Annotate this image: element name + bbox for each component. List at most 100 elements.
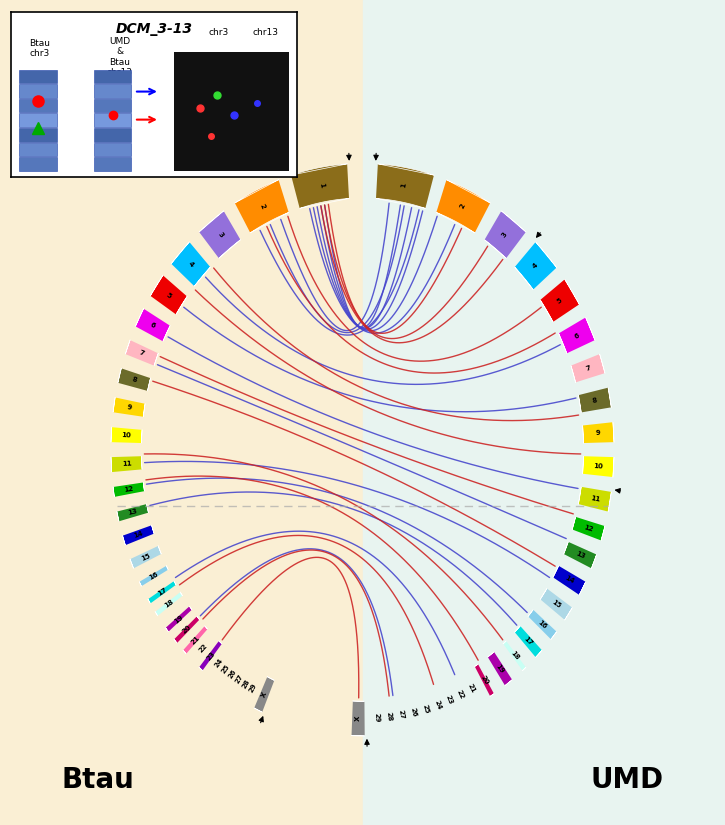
Polygon shape xyxy=(136,309,170,342)
Polygon shape xyxy=(254,676,274,712)
Polygon shape xyxy=(503,641,526,671)
Text: 28: 28 xyxy=(241,678,251,690)
Polygon shape xyxy=(572,517,605,540)
Polygon shape xyxy=(540,588,572,620)
Polygon shape xyxy=(123,526,154,545)
Text: 27: 27 xyxy=(234,673,244,685)
Polygon shape xyxy=(475,664,494,696)
Text: 6: 6 xyxy=(573,332,580,340)
Polygon shape xyxy=(444,684,455,716)
Text: 11: 11 xyxy=(122,460,131,467)
Polygon shape xyxy=(193,635,213,661)
Text: 16: 16 xyxy=(148,571,160,581)
Text: 6: 6 xyxy=(149,322,157,329)
Text: 14: 14 xyxy=(563,575,575,585)
Polygon shape xyxy=(223,659,241,688)
Bar xyxy=(20,69,57,83)
Polygon shape xyxy=(291,164,349,209)
Text: 18: 18 xyxy=(509,650,520,662)
Text: 22: 22 xyxy=(456,689,465,700)
Text: 23: 23 xyxy=(205,650,216,662)
Text: 2: 2 xyxy=(459,202,466,210)
Text: 17: 17 xyxy=(157,587,167,597)
Text: 20: 20 xyxy=(479,675,489,686)
Text: UMD
&
Btau
chr13: UMD & Btau chr13 xyxy=(107,37,133,77)
Text: Btau
chr3: Btau chr3 xyxy=(29,39,50,59)
Text: 15: 15 xyxy=(140,552,152,562)
Text: 10: 10 xyxy=(122,432,131,439)
Bar xyxy=(20,128,57,142)
Polygon shape xyxy=(111,456,142,472)
Text: DCM_3-13: DCM_3-13 xyxy=(115,22,193,35)
Bar xyxy=(20,158,57,171)
Text: 21: 21 xyxy=(467,682,476,694)
Text: 24: 24 xyxy=(213,658,224,669)
Text: 29: 29 xyxy=(249,682,258,694)
Text: UMD: UMD xyxy=(591,766,663,794)
Polygon shape xyxy=(399,698,404,732)
Polygon shape xyxy=(171,242,210,286)
Text: 13: 13 xyxy=(574,550,586,559)
Polygon shape xyxy=(376,164,434,209)
Polygon shape xyxy=(117,504,149,521)
Bar xyxy=(94,128,131,142)
Text: 19: 19 xyxy=(173,614,184,625)
Polygon shape xyxy=(559,318,595,353)
Text: 27: 27 xyxy=(398,710,405,720)
Polygon shape xyxy=(436,180,490,233)
Bar xyxy=(174,52,289,171)
Polygon shape xyxy=(579,487,611,512)
Polygon shape xyxy=(210,649,228,676)
Bar xyxy=(20,143,57,156)
Polygon shape xyxy=(165,606,192,632)
Text: Btau: Btau xyxy=(62,766,134,794)
Text: 23: 23 xyxy=(444,695,454,705)
Text: 13: 13 xyxy=(128,508,138,516)
Polygon shape xyxy=(515,242,557,290)
Text: 4: 4 xyxy=(531,262,539,270)
Text: 7: 7 xyxy=(138,350,145,357)
Polygon shape xyxy=(388,700,391,734)
Text: 9: 9 xyxy=(596,430,601,436)
Polygon shape xyxy=(111,427,142,443)
Bar xyxy=(20,114,57,127)
Text: 24: 24 xyxy=(433,699,442,710)
Text: chr3: chr3 xyxy=(208,28,228,36)
Bar xyxy=(0,0,362,825)
Bar xyxy=(94,99,131,112)
Text: 5: 5 xyxy=(556,297,563,305)
Polygon shape xyxy=(125,340,158,365)
Polygon shape xyxy=(231,664,247,694)
Polygon shape xyxy=(484,211,526,258)
Bar xyxy=(94,143,131,156)
Polygon shape xyxy=(376,700,378,735)
Text: 12: 12 xyxy=(123,486,134,493)
Polygon shape xyxy=(465,673,479,704)
Text: 14: 14 xyxy=(133,530,144,540)
Text: 25: 25 xyxy=(421,704,430,714)
Text: 9: 9 xyxy=(126,404,132,411)
Polygon shape xyxy=(571,354,605,382)
Text: 12: 12 xyxy=(583,524,594,532)
Polygon shape xyxy=(488,652,512,686)
Polygon shape xyxy=(553,566,586,595)
Text: 1: 1 xyxy=(318,182,325,187)
Text: 3: 3 xyxy=(501,231,509,238)
Polygon shape xyxy=(564,542,597,568)
Bar xyxy=(94,84,131,97)
Text: 8: 8 xyxy=(131,376,137,384)
Text: X: X xyxy=(355,716,362,721)
Bar xyxy=(94,114,131,127)
Text: 7: 7 xyxy=(584,365,591,372)
Text: 25: 25 xyxy=(220,663,231,674)
Polygon shape xyxy=(113,483,144,497)
Polygon shape xyxy=(247,673,260,704)
Polygon shape xyxy=(148,581,176,603)
Bar xyxy=(20,84,57,97)
Text: 2: 2 xyxy=(259,202,266,210)
Polygon shape xyxy=(216,654,234,682)
Polygon shape xyxy=(130,546,161,568)
Text: 20: 20 xyxy=(181,625,192,635)
Bar xyxy=(94,158,131,171)
Polygon shape xyxy=(583,422,614,443)
